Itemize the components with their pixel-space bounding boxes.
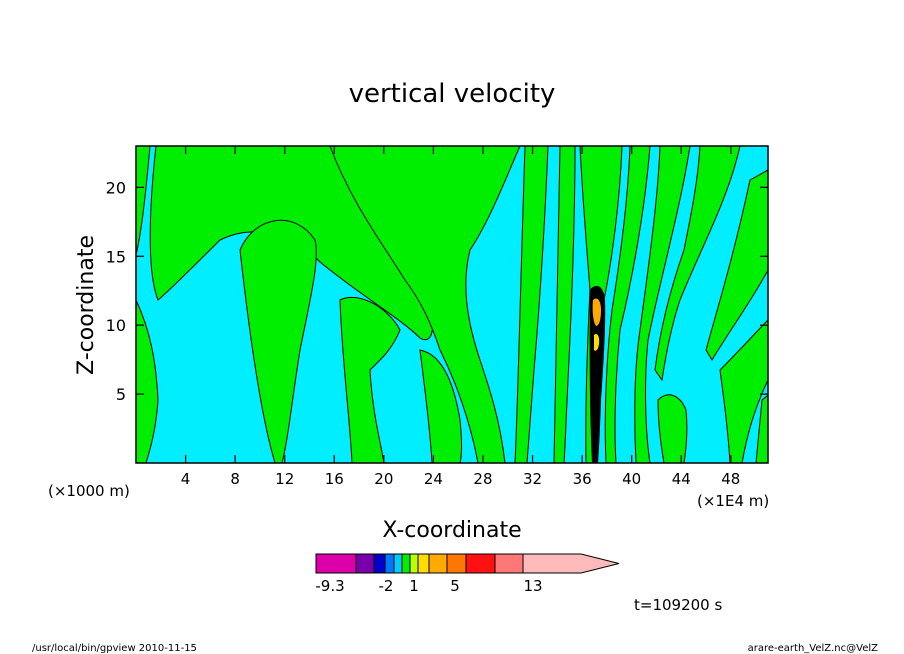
footer-left: /usr/local/bin/gpview 2010-11-15 <box>32 643 197 654</box>
x-tick-label: 48 <box>721 470 740 488</box>
x-axis-label: X-coordinate <box>382 518 521 543</box>
colorbar-swatch <box>409 553 419 574</box>
contour-field <box>136 146 768 463</box>
colorbar-label: -9.3 <box>315 577 344 595</box>
x-tick-label: 20 <box>374 470 393 488</box>
x-tick-label: 8 <box>230 470 240 488</box>
colorbar-swatch <box>355 553 375 574</box>
colorbar-swatch <box>393 553 403 574</box>
y-axis-label: Z-coordinate <box>74 235 99 375</box>
colorbar-swatch <box>428 553 448 574</box>
x-tick-label: 40 <box>622 470 641 488</box>
plot-frame <box>135 145 769 464</box>
colorbar-swatch <box>401 553 411 574</box>
convective-core <box>589 285 606 463</box>
x-tick-label: 44 <box>672 470 691 488</box>
x-tick-label: 12 <box>275 470 294 488</box>
x-unit-note: (×1000 m) <box>48 482 130 500</box>
colorbar-swatch <box>373 553 386 574</box>
x-scale-note: (×1E4 m) <box>697 492 769 510</box>
x-tick-label: 16 <box>325 470 344 488</box>
colorbar-swatch <box>446 553 467 574</box>
y-ticks: 5 10 15 20 <box>106 178 768 404</box>
colorbar-swatch <box>465 553 496 574</box>
colorbar: -9.3 -2 1 5 13 <box>315 553 620 595</box>
y-tick-label: 15 <box>106 247 126 266</box>
colorbar-swatch <box>315 553 357 574</box>
y-tick-label: 10 <box>106 316 126 335</box>
x-ticks: 4 8 12 16 20 24 28 32 36 40 44 48 <box>181 146 740 488</box>
y-tick-label: 20 <box>106 178 126 197</box>
chart-title: vertical velocity <box>349 79 556 109</box>
colorbar-swatch <box>494 553 524 574</box>
y-tick-label: 5 <box>116 385 126 404</box>
x-tick-label: 28 <box>473 470 492 488</box>
colorbar-label: 1 <box>409 577 419 595</box>
colorbar-swatch <box>522 553 620 574</box>
x-tick-label: 36 <box>573 470 592 488</box>
colorbar-label: 5 <box>450 577 460 595</box>
time-label: t=109200 s <box>634 596 722 614</box>
x-tick-label: 32 <box>523 470 542 488</box>
colorbar-label: 13 <box>523 577 542 595</box>
colorbar-label: -2 <box>379 577 394 595</box>
colorbar-swatch <box>384 553 395 574</box>
x-tick-label: 4 <box>181 470 191 488</box>
footer-right: arare-earth_VelZ.nc@VelZ <box>748 643 879 654</box>
colorbar-swatch <box>417 553 430 574</box>
x-tick-label: 24 <box>424 470 443 488</box>
